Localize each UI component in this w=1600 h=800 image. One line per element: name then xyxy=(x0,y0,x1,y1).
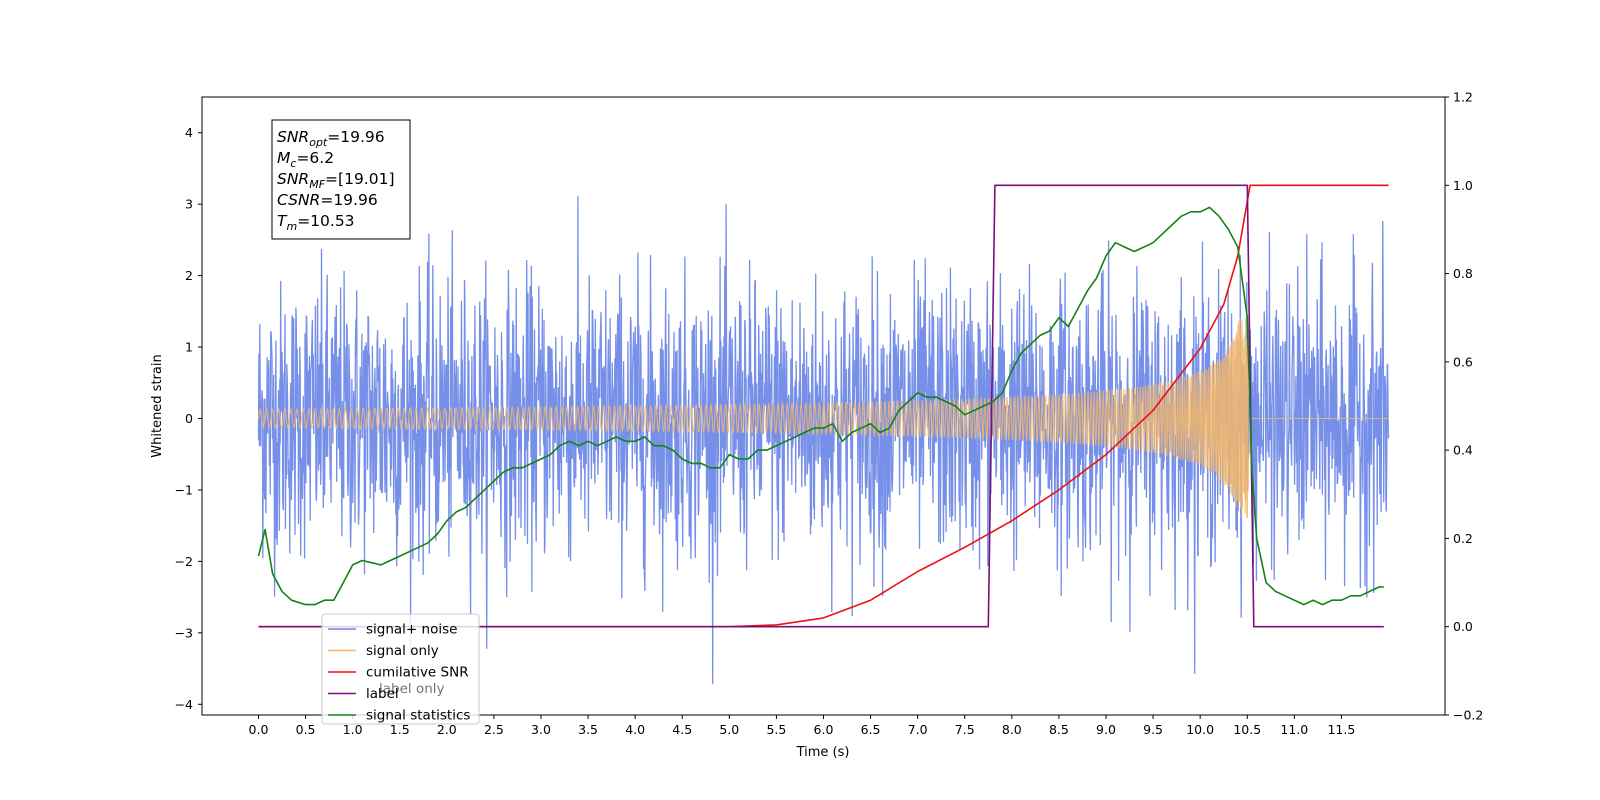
x-tick-label: 6.5 xyxy=(861,722,881,737)
x-tick-label: 4.0 xyxy=(625,722,645,737)
annotation-box: SNRopt=19.96Mc=6.2SNRMF=[19.01]CSNR=19.9… xyxy=(271,119,411,240)
y-tick-label: −4 xyxy=(175,697,193,712)
y2-tick-label: 1.0 xyxy=(1453,178,1473,193)
y2-tick-label: 0.2 xyxy=(1453,531,1473,546)
annotation-frame xyxy=(271,119,411,240)
legend-item: cumilative SNR xyxy=(366,665,469,681)
x-tick-label: 5.0 xyxy=(719,722,739,737)
y-tick-label: 1 xyxy=(185,340,193,355)
x-tick-label: 8.5 xyxy=(1049,722,1069,737)
x-tick-label: 9.5 xyxy=(1143,722,1163,737)
x-tick-label: 7.0 xyxy=(908,722,928,737)
x-tick-label: 3.5 xyxy=(578,722,598,737)
x-tick-label: 10.0 xyxy=(1186,722,1214,737)
legend: label only signal+ noise signal only cumila… xyxy=(321,613,480,725)
series-signal-statistics xyxy=(257,206,1384,606)
annotation-line: Mc=6.2 xyxy=(277,149,334,170)
y-axis-left: −4 −3 −2 −1 0 1 2 3 4 xyxy=(175,125,202,712)
x-tick-label: 1.5 xyxy=(390,722,410,737)
legend-frame xyxy=(321,613,480,725)
y2-tick-label: 0.6 xyxy=(1453,354,1473,369)
series-cumulative-snr xyxy=(258,184,1389,628)
x-tick-label: 7.5 xyxy=(955,722,975,737)
series-layer xyxy=(257,184,1390,685)
y-tick-label: 3 xyxy=(185,197,193,212)
x-tick-label: 2.5 xyxy=(484,722,504,737)
annotation-line: CSNR=19.96 xyxy=(277,191,378,209)
y-tick-label: 4 xyxy=(185,125,193,140)
x-tick-label: 5.5 xyxy=(766,722,786,737)
x-tick-label: 8.0 xyxy=(1002,722,1022,737)
x-tick-label: 10.5 xyxy=(1233,722,1261,737)
annotation-line: SNRopt=19.96 xyxy=(277,128,385,149)
y2-tick-label: 0.8 xyxy=(1453,266,1473,281)
y2-tick-label: 0.4 xyxy=(1453,443,1473,458)
legend-item: signal only xyxy=(366,643,439,659)
legend-item: label xyxy=(366,686,399,702)
annotation-line: SNRMF=[19.01] xyxy=(277,170,395,191)
y-tick-label: 2 xyxy=(185,268,193,283)
x-tick-label: 4.5 xyxy=(672,722,692,737)
x-tick-label: 0.5 xyxy=(296,722,316,737)
y-tick-label: 0 xyxy=(185,411,193,426)
y2-tick-label: 0.0 xyxy=(1453,619,1473,634)
y-axis-label: Whitened strain xyxy=(150,354,165,457)
y2-tick-label: 1.2 xyxy=(1453,90,1473,105)
x-tick-label: 11.5 xyxy=(1327,722,1355,737)
series-signal-only xyxy=(257,318,1389,518)
y-axis-right: −0.2 0.0 0.2 0.4 0.6 0.8 1.0 1.2 xyxy=(1445,90,1483,723)
x-axis: 0.0 0.5 1.0 1.5 2.0 2.5 3.0 3.5 4.0 4.5 5.0 5.5 6.0 6… xyxy=(249,715,1355,737)
x-tick-label: 3.0 xyxy=(531,722,551,737)
x-axis-label: Time (s) xyxy=(796,745,850,760)
legend-ghost-text: label only xyxy=(379,681,445,697)
y-tick-label: −2 xyxy=(175,554,193,569)
legend-item: signal statistics xyxy=(366,708,470,724)
y2-tick-label: −0.2 xyxy=(1453,708,1483,723)
legend-item: signal+ noise xyxy=(366,622,457,638)
y-tick-label: −3 xyxy=(175,625,193,640)
x-tick-label: 1.0 xyxy=(343,722,363,737)
x-tick-label: 9.0 xyxy=(1096,722,1116,737)
series-label xyxy=(258,184,1384,628)
x-tick-label: 6.0 xyxy=(814,722,834,737)
x-tick-label: 0.0 xyxy=(249,722,269,737)
x-tick-label: 2.0 xyxy=(437,722,457,737)
annotation-line: Tm=10.53 xyxy=(277,212,355,233)
x-tick-label: 11.0 xyxy=(1280,722,1308,737)
y-tick-label: −1 xyxy=(175,482,193,497)
